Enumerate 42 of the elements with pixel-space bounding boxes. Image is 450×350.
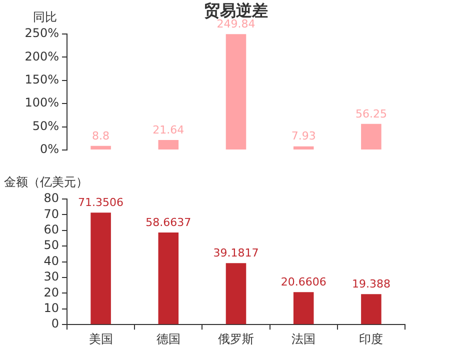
bar — [293, 146, 314, 150]
y-tick-label: 200% — [24, 49, 59, 64]
y-tick-label: 10 — [44, 301, 59, 316]
y-tick-label: 150% — [24, 72, 59, 87]
bar — [361, 124, 382, 150]
y-tick-label: 50 — [44, 238, 59, 252]
x-tick-label: 法国 — [292, 332, 316, 346]
data-label: 56.25 — [355, 107, 387, 120]
data-label: 21.64 — [152, 123, 184, 136]
bar — [90, 146, 111, 150]
bar — [226, 263, 246, 324]
data-label: 58.6637 — [146, 216, 192, 229]
x-tick-label: 印度 — [359, 332, 384, 346]
data-label: 19.388 — [352, 278, 390, 291]
y-tick-label: 30 — [44, 270, 59, 284]
y-axis-title: 同比 — [33, 10, 57, 24]
y-tick-label: 80 — [44, 191, 59, 206]
y-tick-label: 50% — [32, 118, 59, 133]
data-label: 39.1817 — [213, 246, 259, 260]
y-axis-title: 金额（亿美元） — [4, 175, 88, 190]
x-tick-label: 德国 — [156, 332, 180, 346]
y-tick-label: 0% — [40, 142, 59, 156]
x-tick-label: 美国 — [88, 332, 113, 346]
bar — [90, 212, 111, 324]
x-tick-label: 俄罗斯 — [218, 332, 254, 346]
y-tick-label: 40 — [44, 254, 59, 268]
y-tick-label: 0 — [51, 316, 59, 331]
bar — [158, 232, 179, 324]
bar — [293, 292, 314, 324]
y-tick-label: 70 — [44, 206, 59, 221]
data-label: 8.8 — [92, 129, 110, 142]
y-tick-label: 60 — [44, 222, 59, 237]
bar — [361, 294, 382, 324]
data-label: 7.93 — [291, 130, 316, 143]
data-label: 20.6606 — [280, 276, 326, 289]
bar — [158, 140, 179, 150]
y-tick-label: 100% — [24, 96, 59, 110]
data-label: 71.3506 — [78, 196, 124, 209]
y-tick-label: 250% — [24, 26, 59, 40]
chart-title: 贸易逆差 — [204, 1, 268, 20]
y-tick-label: 20 — [44, 285, 59, 300]
bar — [226, 34, 246, 150]
